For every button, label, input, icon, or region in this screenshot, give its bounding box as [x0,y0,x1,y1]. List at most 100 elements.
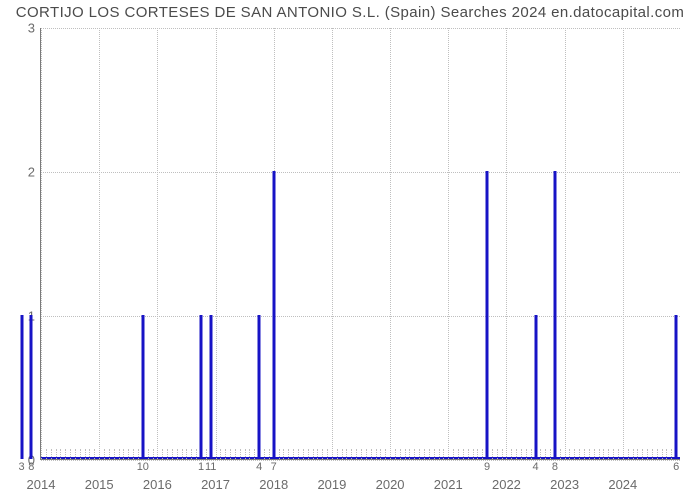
x-minor-tick [560,449,561,459]
x-minor-tick [196,449,197,459]
x-minor-tick [662,449,663,459]
x-minor-tick [235,449,236,459]
x-minor-tick [167,449,168,459]
x-minor-tick [473,449,474,459]
x-minor-tick [148,449,149,459]
x-minor-tick [497,449,498,459]
x-minor-tick [569,449,570,459]
x-minor-tick [254,449,255,459]
x-minor-tick [361,449,362,459]
x-minor-tick [385,449,386,459]
x-minor-tick [647,449,648,459]
x-minor-tick [414,449,415,459]
search-spike [258,315,261,459]
x-minor-tick [313,449,314,459]
x-year-label: 2018 [259,477,288,492]
x-minor-tick [477,449,478,459]
x-point-label: 8 [552,461,558,473]
x-minor-tick [230,449,231,459]
x-minor-tick [550,449,551,459]
x-minor-tick [671,449,672,459]
x-minor-tick [138,449,139,459]
gridline-x [565,28,566,459]
x-minor-tick [80,449,81,459]
gridline-y [41,28,680,29]
x-minor-tick [182,449,183,459]
x-minor-tick [303,449,304,459]
x-minor-tick [293,449,294,459]
search-spike [675,315,678,459]
x-minor-tick [119,449,120,459]
x-minor-tick [613,449,614,459]
x-minor-tick [526,449,527,459]
x-minor-tick [439,449,440,459]
search-spike [272,171,275,459]
x-point-label: 11 [205,461,216,473]
gridline-x [623,28,624,459]
x-minor-tick [574,449,575,459]
x-minor-tick [356,449,357,459]
x-minor-tick [400,449,401,459]
x-minor-tick [162,449,163,459]
gridline-x [332,28,333,459]
x-minor-tick [186,449,187,459]
x-minor-tick [608,449,609,459]
x-minor-tick [109,449,110,459]
x-minor-tick [269,449,270,459]
x-minor-tick [579,449,580,459]
x-minor-tick [637,449,638,459]
x-minor-tick [642,449,643,459]
x-minor-tick [599,449,600,459]
search-spike [486,171,489,459]
x-minor-tick [419,449,420,459]
x-minor-tick [206,449,207,459]
y-tick-label: 1 [7,309,41,324]
gridline-x [506,28,507,459]
gridline-x [390,28,391,459]
x-year-label: 2022 [492,477,521,492]
x-minor-tick [657,449,658,459]
x-minor-tick [380,449,381,459]
search-spike [200,315,203,459]
x-minor-tick [603,449,604,459]
x-minor-tick [521,449,522,459]
x-year-label: 2017 [201,477,230,492]
x-minor-tick [172,449,173,459]
x-year-label: 2015 [85,477,114,492]
x-minor-tick [531,449,532,459]
search-spike [141,315,144,459]
x-minor-tick [633,449,634,459]
y-tick-label: 2 [7,165,41,180]
search-spike [30,315,33,459]
x-minor-tick [298,449,299,459]
x-minor-tick [317,449,318,459]
x-minor-tick [114,449,115,459]
x-point-label: 10 [137,461,149,473]
x-minor-tick [376,449,377,459]
x-point-label: 8 [28,461,34,473]
x-year-label: 2020 [376,477,405,492]
x-minor-tick [65,449,66,459]
x-minor-tick [322,449,323,459]
x-point-label: 1 [198,461,204,473]
plot-area: 0123201420152016201720182019202020212022… [40,28,680,460]
x-minor-tick [104,449,105,459]
x-minor-tick [51,449,52,459]
x-point-label: 6 [673,461,679,473]
x-minor-tick [342,449,343,459]
gridline-x [157,28,158,459]
x-minor-tick [133,449,134,459]
x-minor-tick [589,449,590,459]
x-year-label: 2021 [434,477,463,492]
x-minor-tick [191,449,192,459]
x-minor-tick [516,449,517,459]
x-minor-tick [60,449,61,459]
x-year-label: 2023 [550,477,579,492]
x-minor-tick [584,449,585,459]
x-minor-tick [424,449,425,459]
x-point-label: 7 [271,461,277,473]
x-minor-tick [628,449,629,459]
x-minor-tick [395,449,396,459]
x-minor-tick [85,449,86,459]
search-spike [20,315,23,459]
